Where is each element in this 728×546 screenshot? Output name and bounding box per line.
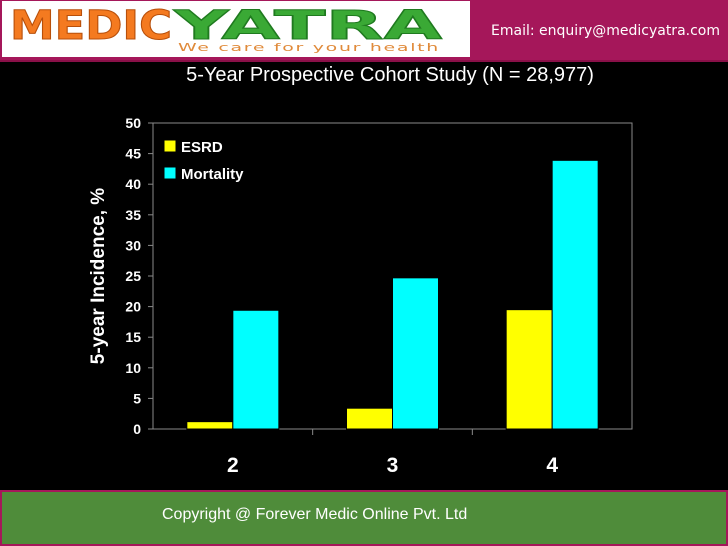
y-tick-label: 30	[125, 237, 141, 253]
bar-esrd-2	[186, 421, 234, 430]
bar-mortality-3	[392, 277, 439, 430]
header-bar: MEDIC YATRA We care for your health Emai…	[0, 0, 728, 62]
legend-swatch-mortality	[163, 166, 177, 180]
footer-panel: Copyright @ Forever Medic Online Pvt. Lt…	[2, 492, 726, 544]
y-tick-label: 5	[133, 390, 141, 406]
bar-mortality-4	[551, 159, 599, 430]
y-tick-label: 10	[125, 360, 141, 376]
y-tick-label: 20	[125, 299, 141, 315]
y-axis-title: 5-year Incidence, %	[88, 188, 109, 364]
y-tick-label: 25	[125, 268, 141, 284]
email-contact: Email: enquiry@medicyatra.com	[491, 23, 720, 39]
logo-text-medic: MEDIC	[10, 3, 172, 49]
x-category-label: 2	[227, 454, 239, 477]
footer-bar: Copyright @ Forever Medic Online Pvt. Lt…	[0, 490, 728, 546]
logo: MEDIC YATRA We care for your health	[2, 1, 470, 57]
legend-label: Mortality	[181, 166, 244, 183]
x-category-label: 3	[387, 454, 399, 477]
bar-esrd-3	[346, 407, 393, 430]
bar-esrd-4	[505, 309, 553, 430]
x-category-label: 4	[546, 454, 558, 477]
y-tick-label: 15	[125, 329, 141, 345]
y-tick-label: 40	[125, 176, 141, 192]
y-tick-label: 45	[125, 146, 141, 162]
y-tick-label: 50	[125, 115, 141, 131]
bar-mortality-2	[232, 309, 280, 430]
legend-swatch-esrd	[163, 139, 177, 153]
logo-text-yatra: YATRA	[172, 3, 442, 49]
y-tick-label: 35	[125, 207, 141, 223]
legend-label: ESRD	[181, 139, 223, 156]
logo-tagline: We care for your health	[178, 41, 440, 54]
copyright-text: Copyright @ Forever Medic Online Pvt. Lt…	[162, 506, 468, 523]
y-tick-label: 0	[133, 421, 141, 437]
medicyatra-logo: MEDIC YATRA We care for your health	[10, 3, 443, 55]
chart-title: 5-Year Prospective Cohort Study (N = 28,…	[186, 64, 594, 86]
